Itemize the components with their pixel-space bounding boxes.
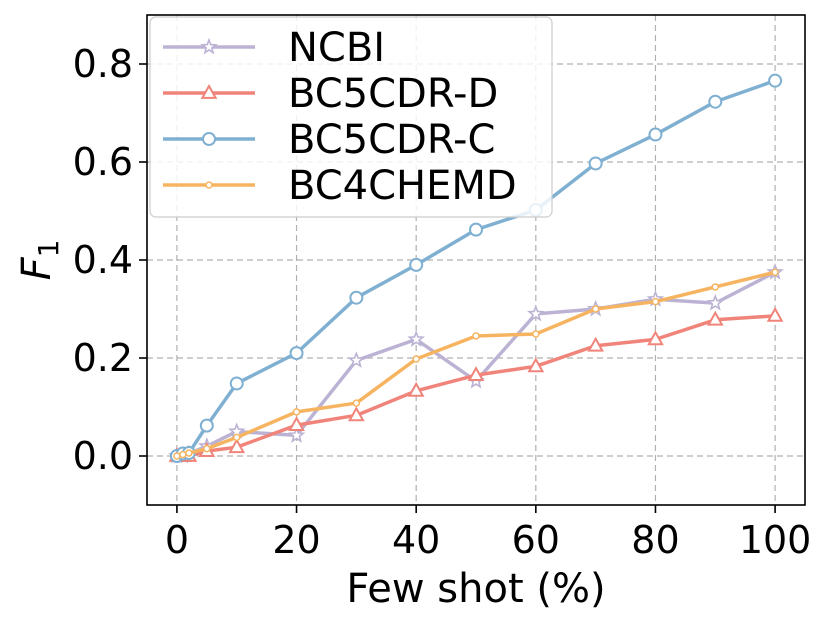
circle-marker <box>229 376 244 391</box>
small-circle-marker <box>179 450 187 459</box>
legend-label: NCBI <box>288 25 385 71</box>
circle-marker <box>708 94 723 109</box>
triangle-marker <box>348 406 365 422</box>
legend-item-bc4chemd: BC4CHEMD <box>163 163 517 209</box>
small-circle-marker <box>292 408 301 416</box>
series-bc4chemd <box>173 268 779 460</box>
legend-item-bc5cdr-c: BC5CDR-C <box>163 117 495 163</box>
circle-marker <box>202 132 216 146</box>
y-axis-label-subscript: 1 <box>32 240 65 258</box>
y-tick-label: 0.8 <box>73 42 133 86</box>
triangle-marker <box>407 381 425 397</box>
triangle-marker <box>200 83 218 99</box>
triangle-marker <box>527 357 545 373</box>
x-tick-label: 80 <box>631 518 679 562</box>
legend-label: BC4CHEMD <box>288 163 517 209</box>
triangle-marker <box>467 366 485 382</box>
triangle-marker <box>706 310 724 326</box>
small-circle-marker <box>412 355 420 363</box>
y-axis-label-main: F <box>14 256 60 280</box>
legend-label: BC5CDR-D <box>288 71 498 117</box>
star-marker <box>200 37 218 55</box>
star-marker <box>706 293 725 311</box>
x-tick-label: 100 <box>739 518 812 562</box>
y-axis-label: F1 <box>14 240 65 281</box>
triangle-marker <box>647 330 664 346</box>
series-line <box>176 270 776 458</box>
circle-marker <box>469 222 483 237</box>
small-circle-marker <box>205 181 213 189</box>
small-circle-marker <box>651 297 660 306</box>
star-marker <box>287 426 306 443</box>
star-marker <box>347 351 366 368</box>
x-axis-label: Few shot (%) <box>346 566 605 612</box>
small-circle-marker <box>532 330 540 338</box>
small-circle-marker <box>173 452 181 460</box>
triangle-marker <box>587 336 604 352</box>
circle-marker <box>199 418 214 433</box>
star-marker <box>527 304 545 322</box>
small-circle-marker <box>203 444 211 453</box>
series-lines <box>168 73 784 464</box>
triangle-marker <box>228 438 246 454</box>
small-circle-marker <box>711 283 720 291</box>
y-tick-label: 0.4 <box>73 238 133 282</box>
legend-item-bc5cdr-d: BC5CDR-D <box>163 71 498 117</box>
circle-marker <box>409 257 424 272</box>
circle-marker <box>289 346 304 361</box>
small-circle-marker <box>352 399 361 407</box>
small-circle-marker <box>232 433 241 442</box>
y-tick-label: 0.0 <box>73 434 133 478</box>
small-circle-marker <box>591 305 600 313</box>
x-tick-label: 20 <box>272 518 320 562</box>
small-circle-marker <box>472 332 480 340</box>
circle-marker <box>588 156 603 171</box>
legend-item-ncbi: NCBI <box>163 25 385 71</box>
circle-marker <box>768 73 783 88</box>
triangle-marker <box>766 306 784 322</box>
x-tick-label: 40 <box>392 518 440 562</box>
small-circle-marker <box>185 449 193 457</box>
legend-label: BC5CDR-C <box>288 117 495 163</box>
y-tick-label: 0.6 <box>73 140 133 184</box>
circle-marker <box>349 290 364 305</box>
small-circle-marker <box>771 268 779 276</box>
legend-box <box>149 16 553 218</box>
triangle-marker <box>288 416 305 432</box>
x-tick-label: 0 <box>165 518 189 562</box>
x-tick-label: 60 <box>512 518 560 562</box>
y-tick-label: 0.2 <box>73 336 133 380</box>
star-marker <box>407 330 425 347</box>
circle-marker <box>648 127 663 142</box>
axis-ticks: 0 20 40 60 80 100 0.0 0.2 0.4 0.6 0.8 <box>73 42 812 562</box>
